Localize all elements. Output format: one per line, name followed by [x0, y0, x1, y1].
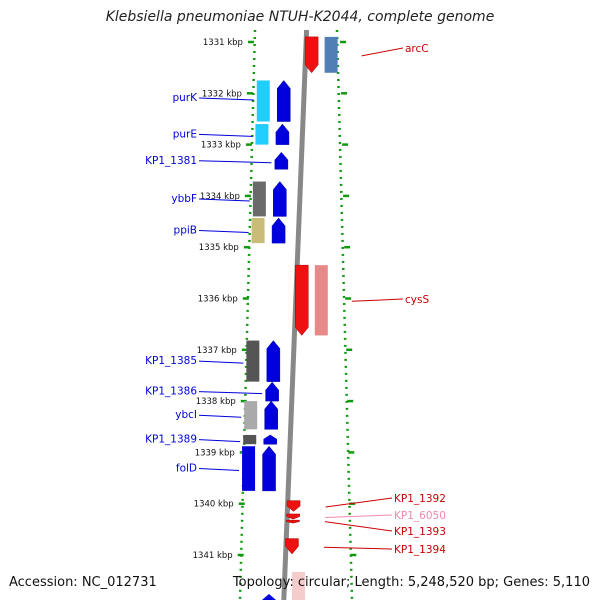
gene-arrow-cyss: [295, 264, 309, 336]
gene-leader-arcc: [361, 47, 404, 57]
gene-label-kp1-1385: KP1_1385: [145, 355, 197, 367]
gene-leader-ppib: [198, 230, 249, 234]
gene-arrow-arcc: [304, 36, 319, 74]
gene-leader-cyss: [351, 298, 404, 302]
scale-track-left: [238, 29, 257, 600]
gene-arrow-purk: [277, 80, 291, 122]
gene-label-pure: purE: [173, 128, 197, 140]
gene-leader-fold: [198, 468, 240, 472]
gene-arrow-fold: [262, 445, 276, 492]
gene-leader-purk: [198, 97, 254, 101]
gene-leader-kp1-1394: [323, 546, 393, 550]
gene-arrow-kp1-1392: [286, 500, 301, 512]
gene-label-kp1-1389: KP1_1389: [145, 434, 197, 446]
ruler-tick-label: 1341 kbp: [193, 551, 233, 561]
accession-label: Accession: NC_012731: [9, 575, 157, 590]
gene-label-kp1-1392: KP1_1392: [394, 493, 446, 505]
ruler-tick-label: 1333 kbp: [201, 141, 241, 151]
gene-leader-ybbf: [198, 198, 250, 202]
gene-leader-kp1-1389: [198, 439, 241, 443]
gene-arrow-ybbf: [273, 181, 287, 217]
gene-label-kp1-1386: KP1_1386: [145, 386, 197, 398]
genome-summary-label: Topology: circular; Length: 5,248,520 bp…: [232, 575, 590, 590]
cog-bar-pure: [255, 124, 269, 145]
gene-arrow-ppib: [271, 217, 286, 244]
scale-track-right: [335, 29, 354, 600]
gene-arrow-kp1-1386: [265, 381, 279, 402]
cog-bar-kp1-1385: [246, 340, 260, 382]
gene-label-fold: folD: [176, 463, 197, 475]
gene-label-ppib: ppiB: [174, 225, 197, 237]
gene-label-arcc: arcC: [405, 43, 429, 55]
cog-bar-ybci: [244, 401, 258, 430]
gene-leader-pure: [198, 133, 253, 137]
gene-arrow-ybci: [264, 400, 278, 430]
ruler-tick-label: 1337 kbp: [197, 346, 237, 356]
gene-label-kp1-1394: KP1_1394: [394, 544, 446, 556]
gene-leader-ybci: [198, 414, 242, 418]
map-title: Klebsiella pneumoniae NTUH-K2044, comple…: [105, 9, 495, 25]
cog-bar-cyss: [314, 265, 328, 336]
cog-bar-purk: [256, 80, 270, 122]
ruler-tick-label: 1338 kbp: [196, 397, 236, 407]
cog-bar-fold: [242, 446, 256, 491]
gene-arrow-pure: [275, 123, 290, 145]
cog-bar-arcc: [324, 36, 338, 73]
gene-label-ybci: ybcI: [175, 409, 197, 421]
ruler-tick-label: 1332 kbp: [202, 89, 242, 99]
gene-arrow-partial-bottom: [262, 594, 276, 600]
gene-label-ybbf: ybbF: [171, 193, 197, 205]
cog-bar-ppib: [251, 217, 265, 244]
ruler-tick-label: 1331 kbp: [203, 38, 243, 48]
cog-bar-kp1-1389: [243, 434, 257, 445]
ruler-tick-label: 1335 kbp: [199, 243, 239, 253]
gene-leader-kp1-1385: [198, 360, 244, 364]
gene-partial-bottom-faint: [292, 572, 305, 600]
gene-label-cyss: cysS: [405, 294, 429, 306]
gene-label-purk: purK: [172, 92, 198, 104]
gene-label-kp1-6050: KP1_6050: [394, 510, 446, 522]
ruler-tick-label: 1336 kbp: [198, 295, 238, 305]
ruler-tick-label: 1334 kbp: [200, 192, 240, 202]
ruler-tick-label: 1339 kbp: [195, 448, 235, 458]
ruler-tick-label: 1340 kbp: [194, 500, 234, 510]
gene-leader-kp1-1393: [324, 521, 393, 532]
cog-bar-ybbf: [252, 181, 266, 217]
gene-arrow-kp1-1385: [266, 340, 281, 382]
gene-arrow-kp1-6050: [286, 513, 300, 520]
gene-label-kp1-1393: KP1_1393: [394, 526, 446, 538]
gene-arrow-kp1-1393: [286, 519, 300, 524]
gene-label-kp1-1381: KP1_1381: [145, 155, 197, 167]
gene-arrow-kp1-1381: [274, 151, 289, 170]
gene-arrow-kp1-1394: [285, 538, 299, 555]
gene-leader-kp1-1386: [198, 391, 263, 395]
gene-leader-kp1-1392: [325, 497, 393, 508]
gene-leader-kp1-1381: [198, 160, 272, 164]
gene-arrow-kp1-1389: [263, 434, 277, 445]
gene-leader-kp1-6050: [325, 514, 393, 519]
